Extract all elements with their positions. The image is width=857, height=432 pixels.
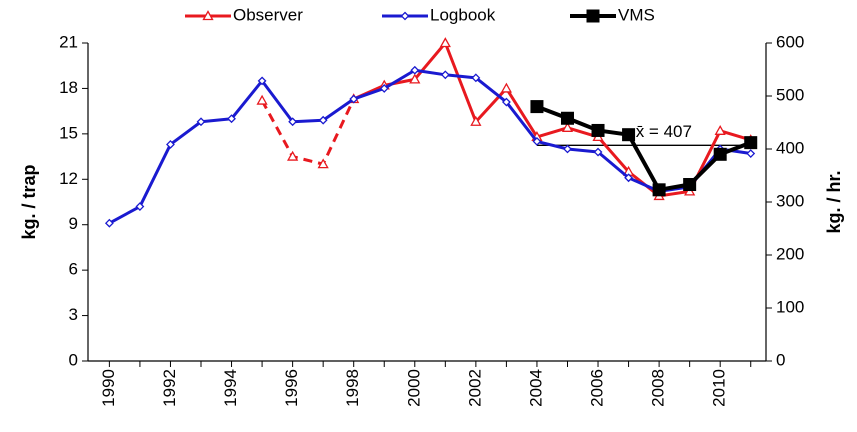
vms-marker xyxy=(652,183,666,197)
mean-label: x̄ = 407 xyxy=(636,122,692,141)
observer-marker xyxy=(256,94,268,105)
y2-axis-title: kg. / hr. xyxy=(824,170,844,233)
x-tick-label: 2006 xyxy=(588,369,607,407)
y2-tick-label: 300 xyxy=(776,191,804,210)
y-tick-label: 18 xyxy=(59,78,78,97)
observer-marker xyxy=(439,37,451,48)
logbook-marker xyxy=(440,70,450,80)
series-line xyxy=(260,98,356,166)
vms-marker xyxy=(683,178,697,192)
vms-marker xyxy=(744,136,758,150)
logbook-marker xyxy=(288,117,298,127)
y2-tick-label: 100 xyxy=(776,297,804,316)
x-tick-label: 1998 xyxy=(343,369,362,407)
y2-tick-label: 500 xyxy=(776,85,804,104)
observer-marker xyxy=(317,158,329,169)
y-tick-label: 3 xyxy=(69,305,78,324)
logbook-marker xyxy=(135,202,145,211)
x-tick-label: 2010 xyxy=(710,369,729,407)
y2-tick-label: 200 xyxy=(776,244,804,263)
observer-marker xyxy=(714,125,726,135)
logbook-marker xyxy=(593,147,603,157)
logbook-marker xyxy=(563,144,572,154)
observer-marker xyxy=(287,150,299,161)
x-tick-label: 2002 xyxy=(465,369,484,407)
y-tick-label: 9 xyxy=(69,214,78,233)
y-tick-label: 15 xyxy=(59,123,78,142)
y2-tick-label: 400 xyxy=(776,138,804,157)
legend-label: Logbook xyxy=(430,5,496,24)
logbook-marker xyxy=(624,173,633,183)
x-tick-label: 2004 xyxy=(526,369,545,407)
x-tick-label: 1990 xyxy=(99,369,118,407)
logbook-marker xyxy=(746,149,756,158)
legend-label: Observer xyxy=(233,5,303,24)
logbook-marker xyxy=(379,84,389,93)
x-tick-label: 1992 xyxy=(160,369,179,407)
x-tick-label: 1996 xyxy=(282,369,301,407)
observer-marker xyxy=(409,73,421,84)
legend-marker xyxy=(586,9,600,23)
logbook-marker xyxy=(410,65,420,75)
logbook-marker xyxy=(349,94,359,104)
series-line xyxy=(353,41,752,198)
logbook-marker xyxy=(196,117,206,127)
vms-marker xyxy=(622,128,636,142)
legend-marker xyxy=(400,11,410,21)
observer-marker xyxy=(500,82,513,93)
y2-tick-label: 0 xyxy=(776,350,785,369)
x-tick-label: 2000 xyxy=(404,369,423,407)
series-line xyxy=(108,68,751,225)
vms-marker xyxy=(591,123,605,137)
observer-marker xyxy=(561,121,574,132)
vms-marker xyxy=(530,100,544,114)
vms-marker xyxy=(713,147,727,161)
legend-marker xyxy=(202,10,214,21)
logbook-marker xyxy=(318,115,328,125)
logbook-marker xyxy=(532,137,542,146)
logbook-marker xyxy=(257,76,267,86)
y-tick-label: 21 xyxy=(59,32,78,51)
y-tick-label: 0 xyxy=(69,350,78,369)
logbook-marker xyxy=(471,73,481,83)
y2-tick-label: 600 xyxy=(776,32,804,51)
vms-marker xyxy=(560,111,574,125)
logbook-marker xyxy=(166,140,175,149)
x-tick-label: 1994 xyxy=(221,369,240,407)
y-tick-label: 12 xyxy=(59,169,78,188)
logbook-marker xyxy=(501,97,511,107)
y-axis-title: kg. / trap xyxy=(19,164,39,239)
observer-marker xyxy=(470,115,482,126)
x-tick-label: 2008 xyxy=(649,369,668,407)
legend-label: VMS xyxy=(618,5,655,24)
y-tick-label: 6 xyxy=(69,260,78,279)
logbook-marker xyxy=(104,218,114,228)
logbook-marker xyxy=(227,114,236,124)
